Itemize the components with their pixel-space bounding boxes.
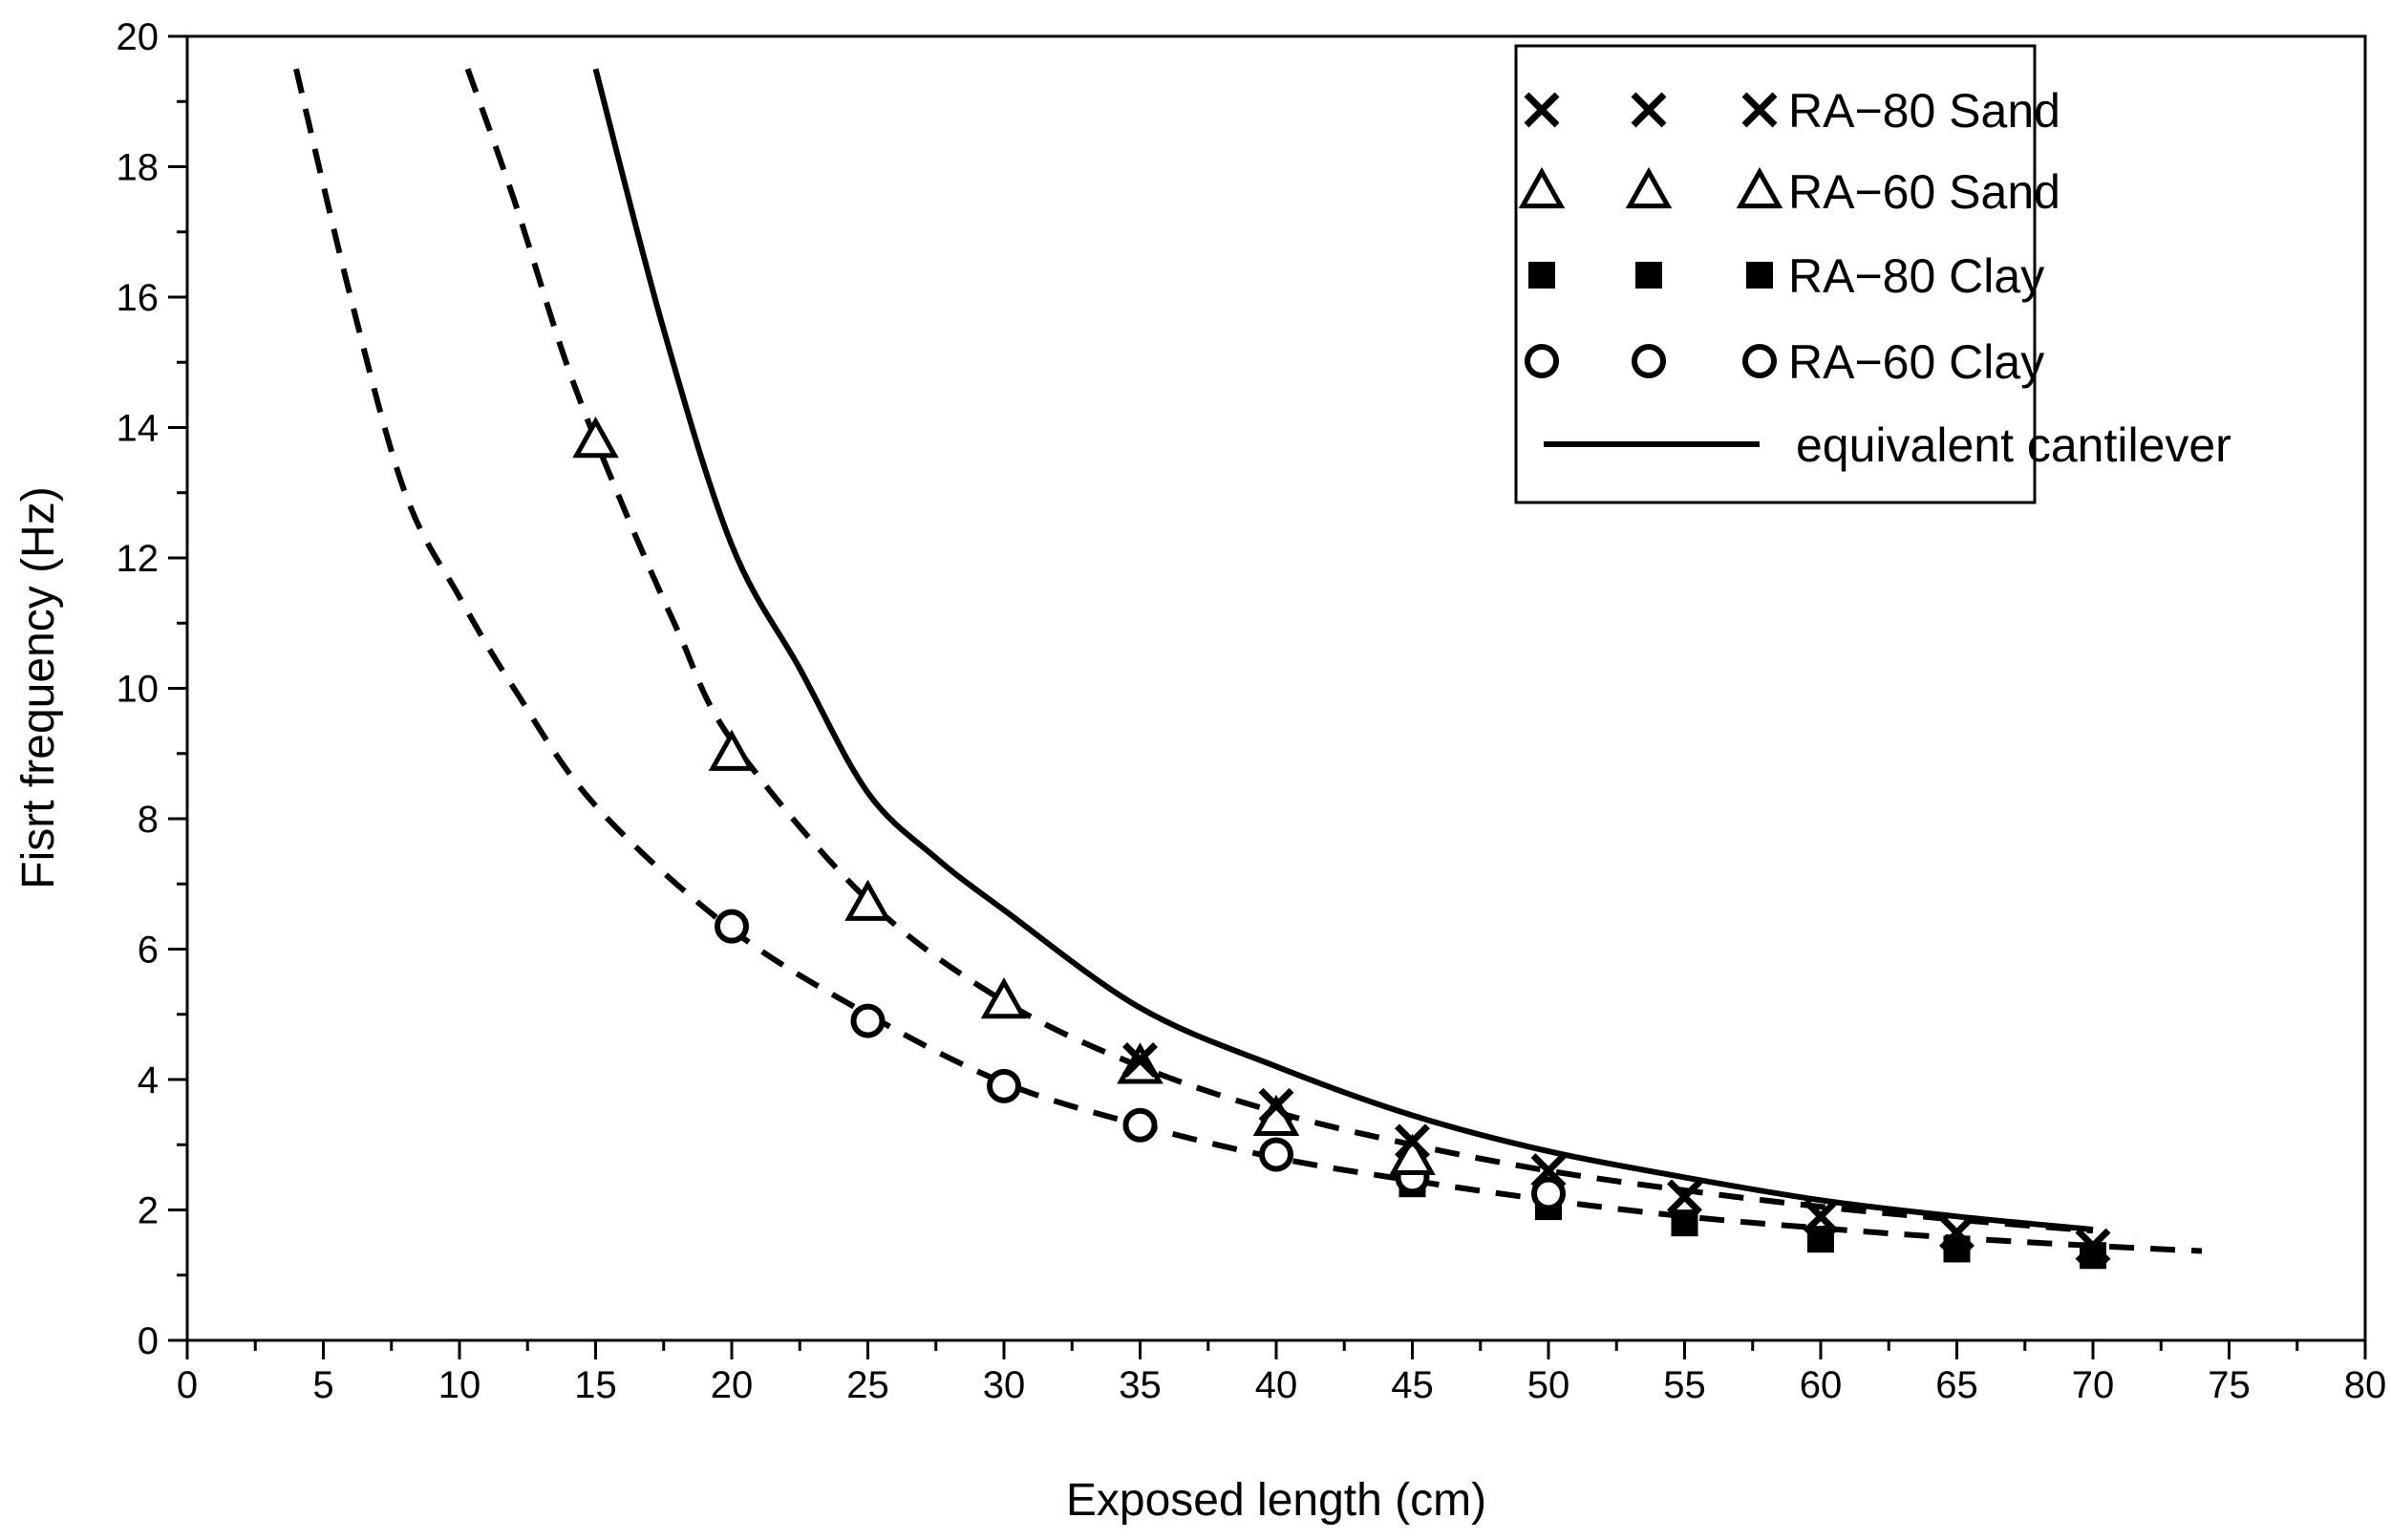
data-point-x [2075, 1228, 2111, 1264]
equivalent-cantilever-line [592, 68, 2094, 1232]
data-point-circle [987, 1068, 1021, 1103]
legend-item: RA−60 Sand [1518, 165, 2060, 219]
y-axis-ticks: 0 2 4 6 8 10 12 14 16 18 20 [117, 16, 187, 1362]
x-tick-label: 0 [177, 1364, 198, 1406]
x-tick-label: 75 [2208, 1364, 2251, 1406]
data-point-x [1939, 1214, 1975, 1251]
data-point-circle [1122, 1107, 1158, 1143]
data-markers [572, 417, 2111, 1270]
x-tick-label: 10 [438, 1364, 481, 1406]
y-tick-label: 12 [117, 538, 160, 580]
y-tick-label: 8 [138, 799, 159, 841]
legend-item: RA−80 Clay [1528, 249, 2044, 303]
legend-items: RA−80 Sand RA−60 Sand RA−80 Clay RA−60 Clay… [1518, 84, 2231, 472]
data-point-x [1803, 1198, 1839, 1234]
data-point-square [1807, 1226, 1834, 1253]
legend-item: RA−80 Sand [1524, 84, 2060, 138]
data-point-x [1395, 1123, 1430, 1160]
x-axis-ticks: 0 5 10 15 20 25 30 35 40 45 50 55 60 65 70 75 80 [177, 1340, 2386, 1406]
y-tick-label: 2 [138, 1190, 159, 1232]
legend: RA−80 Sand RA−60 Sand RA−80 Clay RA−60 Clay… [1514, 44, 2231, 504]
data-point-circle [715, 909, 749, 944]
legend-label: RA−80 Clay [1788, 249, 2044, 303]
legend-label: RA−60 Sand [1788, 165, 2060, 219]
legend-marker-square [1528, 262, 1555, 289]
data-point-x [1122, 1042, 1158, 1079]
x-tick-label: 60 [1800, 1364, 1843, 1406]
y-tick-label: 6 [138, 930, 159, 972]
x-tick-label: 25 [846, 1364, 889, 1406]
legend-marker-circle [1632, 344, 1666, 378]
y-tick-label: 18 [117, 147, 160, 189]
y-tick-label: 10 [117, 669, 160, 711]
legend-marker-x [1524, 92, 1560, 128]
x-tick-label: 20 [711, 1364, 754, 1406]
x-tick-label: 30 [983, 1364, 1026, 1406]
legend-marker-square [1635, 262, 1662, 289]
x-tick-label: 35 [1119, 1364, 1162, 1406]
legend-marker-square [1746, 262, 1773, 289]
data-point-circle [1259, 1137, 1293, 1172]
legend-marker-x [1741, 92, 1778, 128]
data-point-x [1530, 1153, 1567, 1189]
series-lines [592, 68, 2094, 1232]
legend-marker-triangle [1736, 166, 1783, 209]
legend-marker-circle [1742, 344, 1777, 378]
data-point-x [1667, 1179, 1702, 1215]
data-point-triangle [708, 729, 756, 771]
legend-marker-x [1631, 92, 1667, 128]
x-tick-label: 50 [1527, 1364, 1570, 1406]
fit-curve-dashed [464, 68, 2094, 1234]
x-tick-label: 55 [1663, 1364, 1706, 1406]
x-tick-label: 5 [312, 1364, 333, 1406]
x-tick-label: 15 [574, 1364, 617, 1406]
x-tick-label: 70 [2072, 1364, 2115, 1406]
legend-marker-triangle [1518, 166, 1566, 209]
data-point-x [1258, 1087, 1294, 1123]
x-tick-label: 65 [1935, 1364, 1978, 1406]
y-tick-label: 16 [117, 277, 160, 319]
data-point-square [1671, 1209, 1698, 1237]
data-point-triangle [980, 976, 1028, 1019]
data-point-triangle [844, 879, 891, 921]
legend-item: equivalent cantilever [1544, 418, 2231, 472]
x-axis-title: Exposed length (cm) [1066, 1475, 1486, 1526]
legend-marker-circle [1525, 344, 1559, 378]
data-point-circle [1531, 1176, 1566, 1211]
legend-label: RA−80 Sand [1788, 84, 2060, 138]
x-tick-label: 80 [2344, 1364, 2387, 1406]
legend-label: RA−60 Clay [1788, 335, 2044, 389]
legend-label: equivalent cantilever [1796, 418, 2231, 472]
data-point-circle [850, 1003, 886, 1038]
y-tick-label: 14 [117, 408, 160, 450]
x-tick-label: 40 [1255, 1364, 1298, 1406]
x-tick-label: 45 [1391, 1364, 1434, 1406]
y-tick-label: 0 [138, 1320, 159, 1362]
y-tick-label: 4 [138, 1059, 159, 1102]
y-axis-title: Fisrt frequency (Hz) [13, 486, 64, 888]
legend-item: RA−60 Clay [1525, 335, 2044, 389]
data-point-triangle [572, 417, 619, 459]
legend-marker-triangle [1625, 166, 1673, 209]
y-tick-label: 20 [117, 16, 160, 58]
